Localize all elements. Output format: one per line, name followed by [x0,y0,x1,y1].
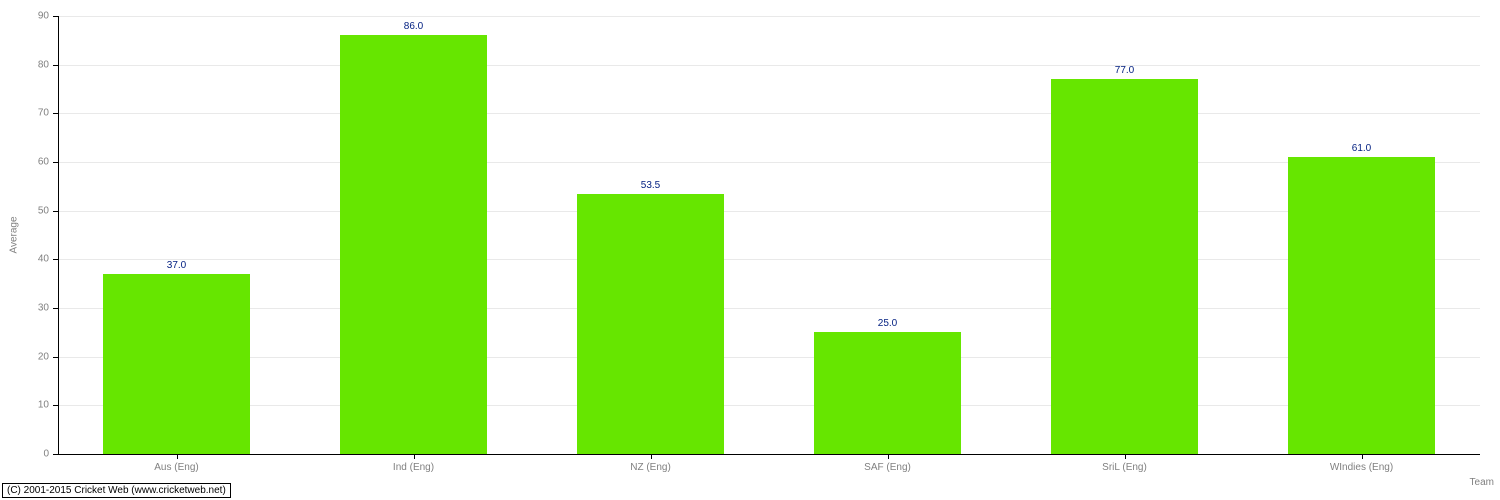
gridline [58,16,1480,17]
bar [103,274,250,454]
x-tick-label: NZ (Eng) [630,462,671,473]
plot-area: 37.0 86.0 53.5 25.0 77.0 61.0 [58,16,1480,454]
x-axis-line [58,454,1480,455]
gridline [58,65,1480,66]
y-tick-label: 40 [0,254,49,265]
gridline [58,211,1480,212]
x-tick-mark [888,454,889,459]
x-tick-label: SriL (Eng) [1102,462,1147,473]
gridline [58,259,1480,260]
bar-value-label: 25.0 [878,318,897,329]
y-tick-label: 50 [0,205,49,216]
x-tick-mark [651,454,652,459]
bar-value-label: 61.0 [1352,143,1371,154]
y-tick-label: 70 [0,108,49,119]
bar [1051,79,1198,454]
y-axis-title: Average [9,216,20,253]
bar [340,35,487,454]
bar-value-label: 77.0 [1115,65,1134,76]
y-axis-line [58,16,59,454]
x-tick-mark [1125,454,1126,459]
x-tick-label: Aus (Eng) [154,462,198,473]
bar-value-label: 53.5 [641,180,660,191]
bar-value-label: 37.0 [167,260,186,271]
gridline [58,405,1480,406]
bar [577,194,724,454]
bar-value-label: 86.0 [404,21,423,32]
x-tick-mark [177,454,178,459]
y-tick-label: 10 [0,400,49,411]
y-tick-label: 80 [0,59,49,70]
y-tick-label: 90 [0,11,49,22]
x-axis-title: Team [1470,477,1494,488]
y-tick-label: 60 [0,157,49,168]
gridline [58,113,1480,114]
gridline [58,162,1480,163]
x-tick-label: SAF (Eng) [864,462,911,473]
bar [1288,157,1435,454]
x-tick-mark [1362,454,1363,459]
bar-chart: 37.0 86.0 53.5 25.0 77.0 61.0 Average Team (C… [0,0,1500,500]
bar [814,332,961,454]
gridline [58,357,1480,358]
y-tick-label: 0 [0,449,49,460]
y-tick-label: 20 [0,351,49,362]
gridline [58,308,1480,309]
copyright-text: (C) 2001-2015 Cricket Web (www.cricketwe… [7,485,226,496]
copyright-label: (C) 2001-2015 Cricket Web (www.cricketwe… [2,483,231,498]
x-tick-label: Ind (Eng) [393,462,434,473]
y-tick-label: 30 [0,303,49,314]
x-tick-mark [414,454,415,459]
x-tick-label: WIndies (Eng) [1330,462,1393,473]
